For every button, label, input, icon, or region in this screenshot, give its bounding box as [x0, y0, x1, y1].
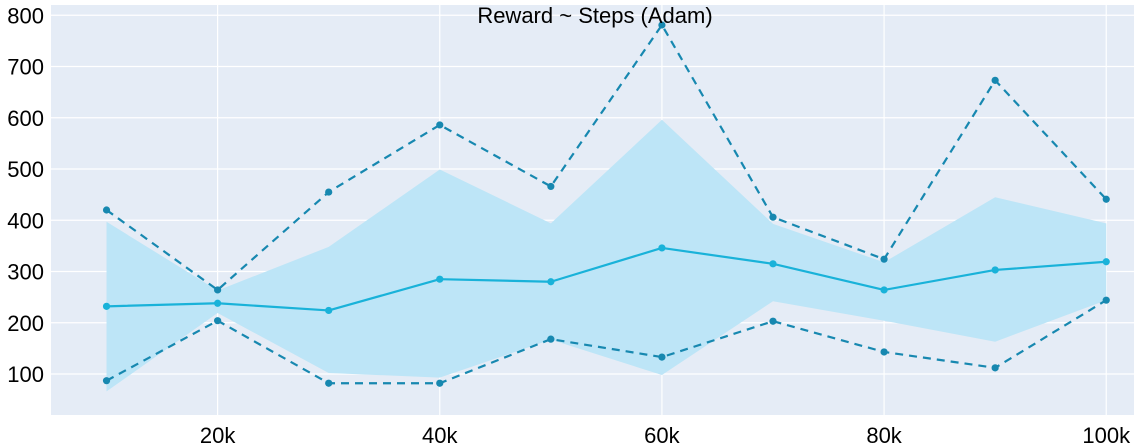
point-lower: [658, 353, 666, 361]
x-axis-ticks: 20k 40k 60k 80k 100k: [200, 423, 1131, 448]
x-tick-label: 60k: [644, 423, 680, 448]
point-upper: [769, 213, 777, 221]
y-tick-label: 600: [7, 106, 44, 131]
x-tick-label: 40k: [422, 423, 458, 448]
y-tick-label: 100: [7, 362, 44, 387]
point-upper: [547, 182, 555, 191]
point-upper: [991, 76, 999, 84]
series-line-lower: [106, 299, 1107, 385]
y-tick-label: 200: [7, 311, 44, 336]
series-line-upper: [105, 23, 1108, 292]
y-tick-label: 300: [7, 260, 44, 285]
band-area: [106, 119, 1107, 392]
point-mean: [325, 306, 333, 315]
y-tick-label: 700: [7, 55, 44, 80]
series-line-mean: [106, 246, 1107, 312]
point-mean: [214, 299, 222, 307]
point-lower: [880, 348, 888, 356]
point-lower: [214, 317, 222, 325]
y-tick-label: 400: [7, 208, 44, 233]
x-tick-label: 100k: [1082, 423, 1131, 448]
point-lower: [991, 364, 999, 372]
point-upper: [880, 255, 888, 263]
point-mean: [658, 244, 666, 252]
point-mean: [769, 260, 777, 268]
point-upper: [325, 188, 333, 196]
point-upper: [658, 21, 666, 29]
point-mean: [547, 278, 555, 286]
point-mean: [436, 275, 444, 283]
y-axis-ticks: 100 200 300 400 500 600 700 800: [7, 3, 44, 387]
point-lower: [102, 377, 111, 385]
point-lower: [547, 335, 555, 343]
point-mean: [1102, 258, 1110, 266]
point-upper: [214, 286, 222, 294]
x-tick-label: 80k: [866, 423, 902, 448]
point-upper: [436, 121, 444, 129]
chart-title: Reward ~ Steps (Adam): [477, 3, 712, 28]
series-points: [102, 21, 1110, 387]
series-lines: [105, 23, 1108, 385]
point-mean: [102, 302, 111, 310]
confidence-band: [106, 119, 1107, 392]
y-tick-label: 500: [7, 157, 44, 182]
point-upper: [1102, 195, 1110, 203]
point-lower: [1102, 296, 1110, 304]
point-lower: [769, 317, 777, 325]
point-lower: [436, 379, 444, 387]
y-tick-label: 800: [7, 3, 44, 28]
x-tick-label: 20k: [200, 423, 236, 448]
point-lower: [325, 379, 333, 387]
point-upper: [102, 206, 111, 214]
point-mean: [991, 266, 999, 274]
point-mean: [880, 286, 888, 294]
